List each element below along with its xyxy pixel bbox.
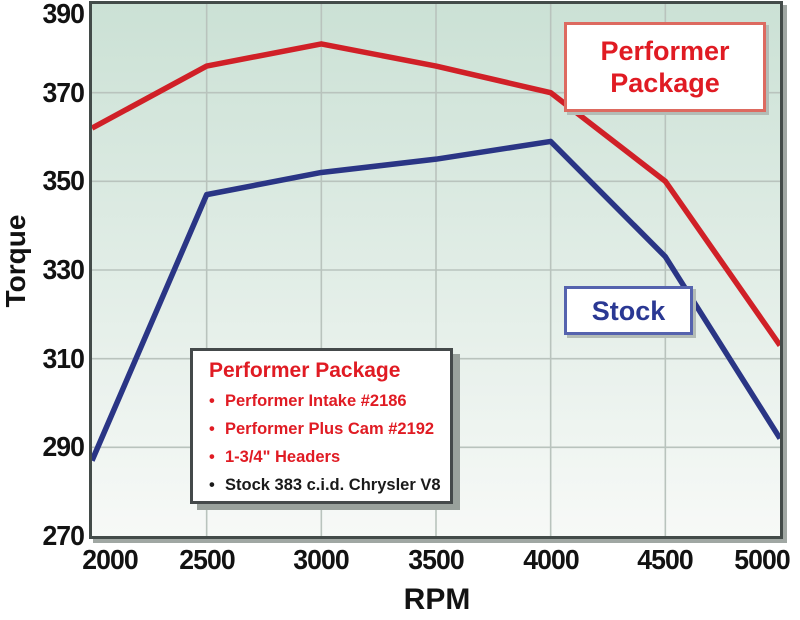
y-axis-title: Torque xyxy=(0,214,31,308)
callout-item-4: • Stock 383 c.i.d. Chrysler V8 xyxy=(209,471,441,499)
x-tick-label-3000: 3000 xyxy=(293,544,350,575)
callout-item-3: • 1-3/4" Headers xyxy=(209,443,440,471)
callout-item-1: • Performer Intake #2186 xyxy=(209,387,440,415)
x-tick-label-4000: 4000 xyxy=(522,544,579,575)
bullet-icon: • xyxy=(209,392,215,410)
callout-item-text: 1-3/4" Headers xyxy=(225,448,341,466)
x-tick-label-2500: 2500 xyxy=(178,544,235,575)
performer-label-line1: Performer xyxy=(600,36,730,66)
y-tick-label-370: 370 xyxy=(42,76,84,108)
bullet-icon: • xyxy=(209,420,215,438)
x-tick-label-2000: 2000 xyxy=(82,544,138,575)
bullet-icon: • xyxy=(209,448,215,466)
y-tick-label-390: 390 xyxy=(42,0,84,29)
callout-item-text: Stock 383 c.i.d. Chrysler V8 xyxy=(225,476,441,494)
callout-title: Performer Package xyxy=(209,359,401,382)
y-tick-label-310: 310 xyxy=(42,342,84,374)
stock-series-label: Stock xyxy=(564,286,693,335)
x-tick-label-3500: 3500 xyxy=(408,544,464,575)
y-tick-label-350: 350 xyxy=(42,165,84,197)
callout-item-text: Performer Plus Cam #2192 xyxy=(225,420,435,438)
stock-label-text: Stock xyxy=(591,295,666,326)
series-line-stock xyxy=(92,138,780,462)
x-tick-label-4500: 4500 xyxy=(637,544,694,575)
y-tick-label-270: 270 xyxy=(42,520,84,551)
bullet-icon: • xyxy=(209,476,215,494)
performer-package-series-label: Performer Package xyxy=(564,22,766,112)
series-line-performer-package xyxy=(92,41,780,347)
performer-package-callout: Performer Package • Performer Intake #218… xyxy=(190,348,453,504)
performer-label-line2: Package xyxy=(610,68,720,98)
x-tick-label-5000: 5000 xyxy=(734,544,790,575)
x-axis-title: RPM xyxy=(403,583,471,616)
y-tick-label-290: 290 xyxy=(42,431,84,463)
callout-item-2: • Performer Plus Cam #2192 xyxy=(209,415,440,443)
y-tick-label-330: 330 xyxy=(42,254,84,285)
callout-item-text: Performer Intake #2186 xyxy=(225,392,407,410)
callout-item-list: • Performer Intake #2186 • Performer Plus C… xyxy=(209,387,441,499)
